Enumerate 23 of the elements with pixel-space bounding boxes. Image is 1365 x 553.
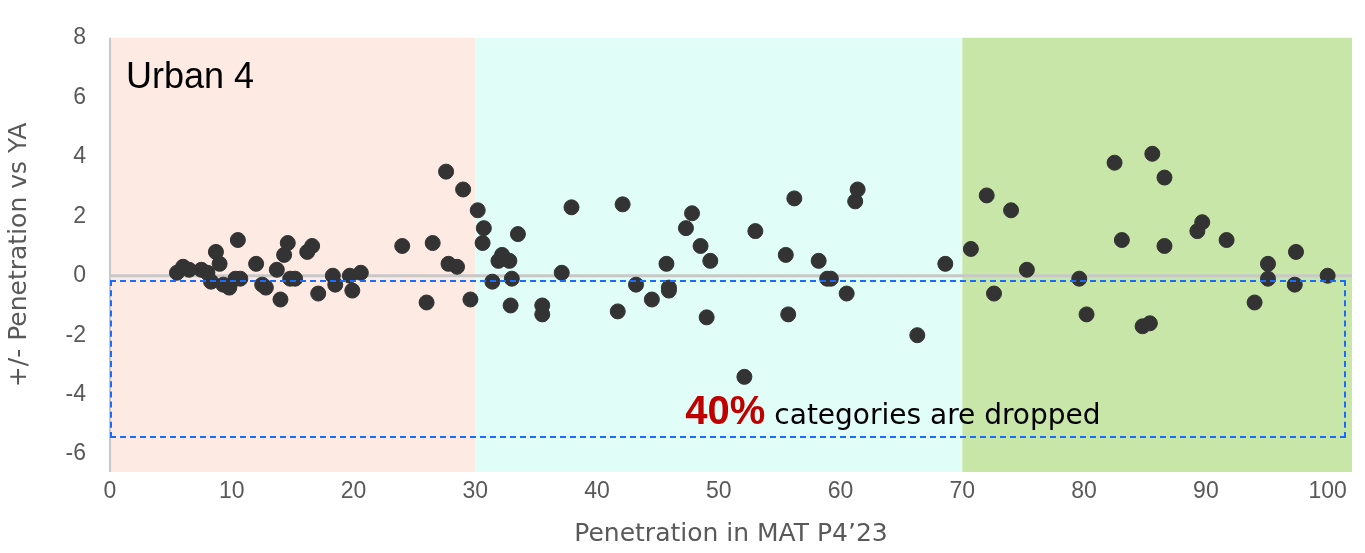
x-tick-label: 20 bbox=[340, 477, 367, 504]
x-tick-label: 30 bbox=[462, 477, 489, 504]
y-tick-label: 2 bbox=[73, 201, 86, 228]
x-tick-label: 0 bbox=[103, 477, 117, 504]
x-tick-label: 70 bbox=[949, 477, 976, 504]
x-axis-title: Penetration in MAT P4’23 bbox=[574, 517, 888, 547]
x-tick-label: 50 bbox=[706, 477, 732, 504]
x-tick-label: 10 bbox=[218, 477, 245, 504]
x-tick-label: 40 bbox=[584, 477, 610, 504]
y-axis-title: +/- Penetration vs YA bbox=[2, 122, 32, 388]
x-tick-label: 100 bbox=[1308, 477, 1347, 504]
x-tick-label: 80 bbox=[1071, 477, 1097, 504]
x-tick-label: 60 bbox=[827, 477, 854, 504]
y-tick-label: -6 bbox=[65, 439, 86, 466]
annotation: 40% categories are dropped bbox=[685, 388, 1101, 433]
y-tick-label: 8 bbox=[73, 23, 86, 50]
x-tick-label: 90 bbox=[1193, 477, 1219, 504]
y-tick-label: 6 bbox=[73, 82, 86, 109]
y-tick-label: 4 bbox=[73, 142, 87, 169]
y-tick-label: 0 bbox=[73, 261, 86, 288]
text: Urban 4 bbox=[126, 54, 255, 96]
y-tick-label: -2 bbox=[65, 320, 86, 347]
y-tick-label: -4 bbox=[65, 380, 87, 407]
